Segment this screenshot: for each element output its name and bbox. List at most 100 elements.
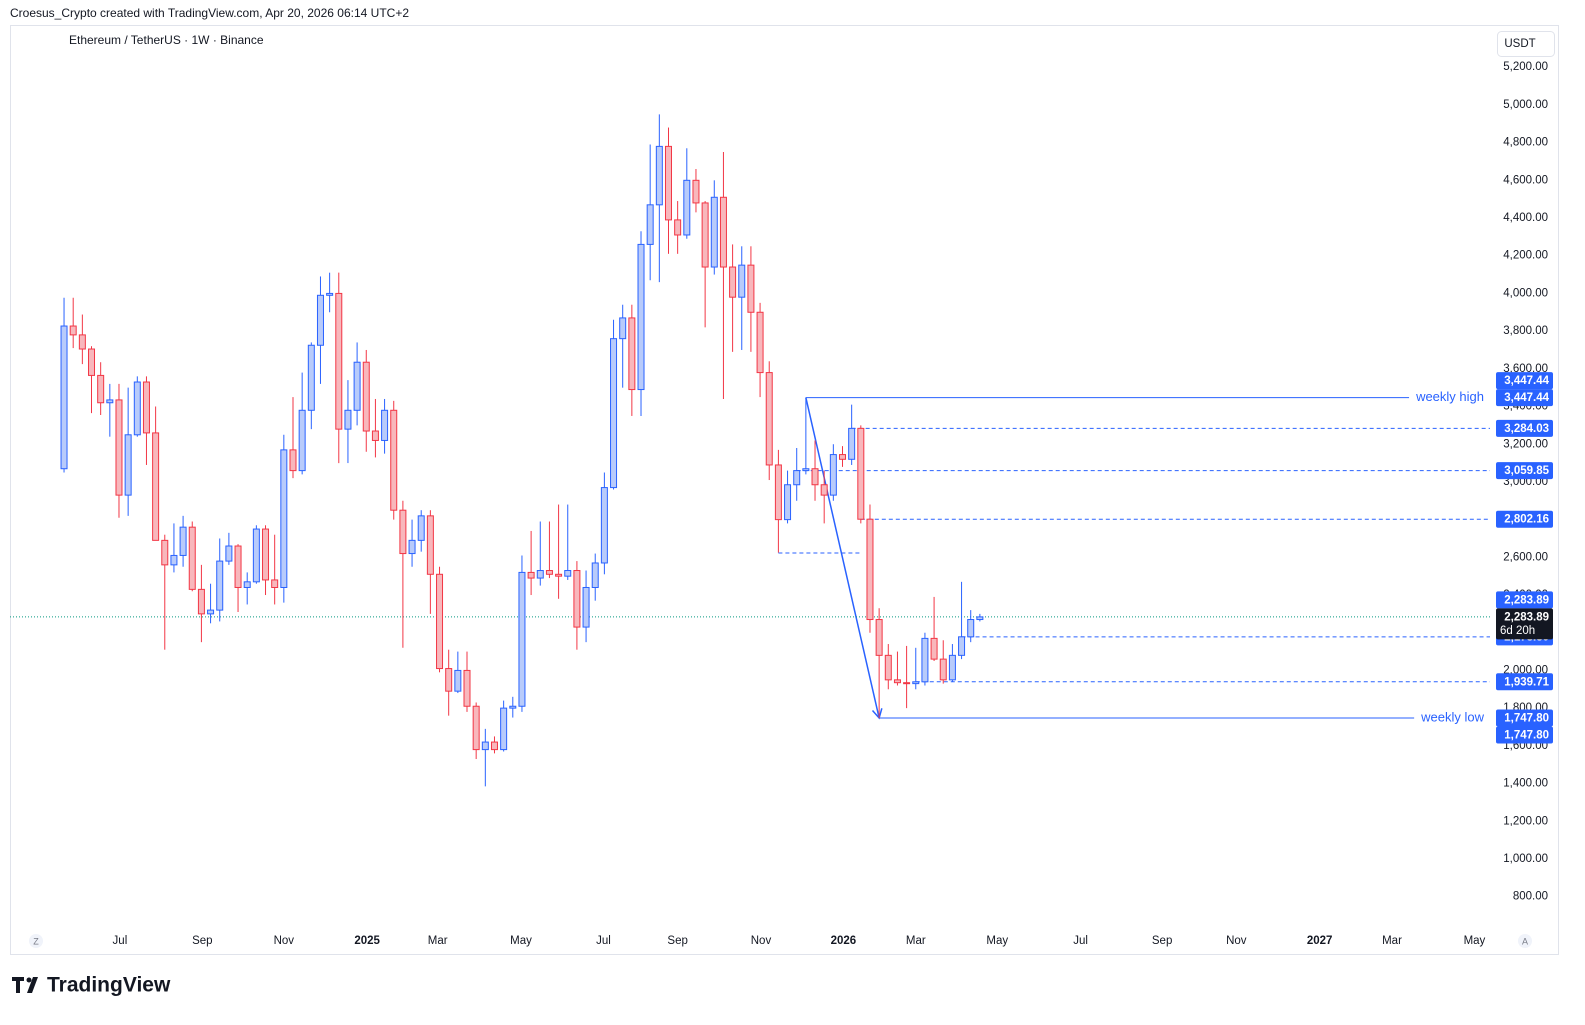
candle-body <box>179 526 187 556</box>
level-price-label: 3,284.03 <box>1504 423 1549 435</box>
level-price-label: 1,747.80 <box>1504 730 1549 742</box>
level-price-label: 3,059.85 <box>1504 465 1549 477</box>
candle-body <box>133 381 141 436</box>
candle-body <box>664 145 672 221</box>
candle-body <box>674 219 682 236</box>
x-tick-label: Nov <box>274 935 295 947</box>
level-price-box <box>1496 372 1553 390</box>
candle-body <box>610 338 618 489</box>
candle-body <box>600 487 608 564</box>
candle-body <box>784 484 792 521</box>
annotation-bg <box>1409 389 1490 406</box>
candle-body <box>948 654 956 681</box>
auto-label[interactable]: A <box>1522 936 1528 946</box>
logo-dot <box>26 977 32 983</box>
plot: 800.001,000.001,200.001,400.001,600.001,… <box>10 61 1553 947</box>
candle-body <box>335 292 343 430</box>
candle-body <box>637 243 645 391</box>
level-price-label: 3,447.44 <box>1504 392 1549 404</box>
candle-body <box>152 432 160 541</box>
x-tick-label: Sep <box>1152 935 1172 947</box>
candle-body <box>564 570 572 577</box>
y-tick-label: 800.00 <box>1513 891 1548 903</box>
candle-body <box>555 573 563 577</box>
logo: TradingView <box>12 974 171 997</box>
level-price-label: 1,747.80 <box>1504 713 1549 725</box>
candle-body <box>701 202 709 268</box>
candle-body <box>280 449 288 588</box>
y-tick-label: 4,200.00 <box>1503 250 1548 262</box>
candle-body <box>976 616 984 621</box>
candle-body <box>939 658 947 681</box>
candle-body <box>866 518 874 621</box>
x-tick-label: 2025 <box>354 935 380 947</box>
candle-body <box>756 311 764 374</box>
candle-body <box>69 325 77 336</box>
candle-body <box>60 325 68 470</box>
currency-label[interactable]: USDT <box>1504 38 1535 50</box>
logo-text: TradingView <box>47 974 171 997</box>
candle-body <box>298 409 306 472</box>
candle-body <box>683 179 691 236</box>
trend-arrow <box>805 397 880 719</box>
candle-body <box>774 464 782 521</box>
candle-body <box>262 528 270 581</box>
x-tick-label: May <box>510 935 532 947</box>
candle-body <box>719 196 727 268</box>
candle-body <box>463 669 471 707</box>
candle-body <box>188 526 196 590</box>
candle-body <box>912 681 920 685</box>
y-tick-label: 5,200.00 <box>1503 61 1548 73</box>
x-tick-label: May <box>986 935 1008 947</box>
candle-body <box>326 292 334 296</box>
x-tick-label: Jul <box>113 935 128 947</box>
x-tick-label: Mar <box>906 935 926 947</box>
annotation-bg <box>1414 709 1491 726</box>
currency-button[interactable] <box>1497 31 1555 57</box>
candle-body <box>197 588 205 615</box>
last-price-box-blue <box>1496 591 1553 609</box>
candle-body <box>893 679 901 684</box>
candle-body <box>829 454 837 496</box>
logo-slash <box>27 977 38 993</box>
chart-frame <box>10 25 1559 955</box>
candle-body <box>500 707 508 751</box>
last-price-label: 2,283.89 <box>1504 611 1549 623</box>
y-tick-label: 4,000.00 <box>1503 287 1548 299</box>
level-price-box <box>1496 726 1553 744</box>
candle-body <box>738 264 746 298</box>
candle-body <box>381 409 389 441</box>
level-price-box <box>1496 709 1553 727</box>
candle-body <box>655 145 663 206</box>
auto-button[interactable] <box>1518 934 1532 948</box>
level-price-label: 2,802.16 <box>1504 514 1549 526</box>
candle-body <box>646 204 654 245</box>
candle-body <box>243 581 251 588</box>
y-tick-label: 4,600.00 <box>1503 174 1548 186</box>
candle-body <box>417 515 425 541</box>
y-tick-label: 3,800.00 <box>1503 325 1548 337</box>
candle-body <box>454 669 462 692</box>
level-price-box <box>1496 419 1553 437</box>
candle-body <box>509 705 517 709</box>
level-annotation: weekly low <box>1420 709 1484 724</box>
candle-body <box>271 579 279 588</box>
candle-body <box>207 609 215 615</box>
candle-body <box>820 484 828 496</box>
x-tick-label: Sep <box>192 935 212 947</box>
level-price-box <box>1496 673 1553 691</box>
candle-body <box>793 470 801 486</box>
candle-body <box>536 570 544 579</box>
y-tick-label: 1,400.00 <box>1503 778 1548 790</box>
candle-body <box>967 619 975 638</box>
candle-body <box>106 399 114 404</box>
zoom-label[interactable]: Z <box>33 936 39 946</box>
y-tick-label: 2,600.00 <box>1503 551 1548 563</box>
x-tick-label: Nov <box>1226 935 1247 947</box>
credit: Croesus_Crypto created with TradingView.… <box>10 6 409 20</box>
last-price-label: 2,283.89 <box>1504 594 1549 606</box>
candle-body <box>399 509 407 555</box>
candle-body <box>371 430 379 441</box>
zoom-button[interactable] <box>29 934 43 948</box>
